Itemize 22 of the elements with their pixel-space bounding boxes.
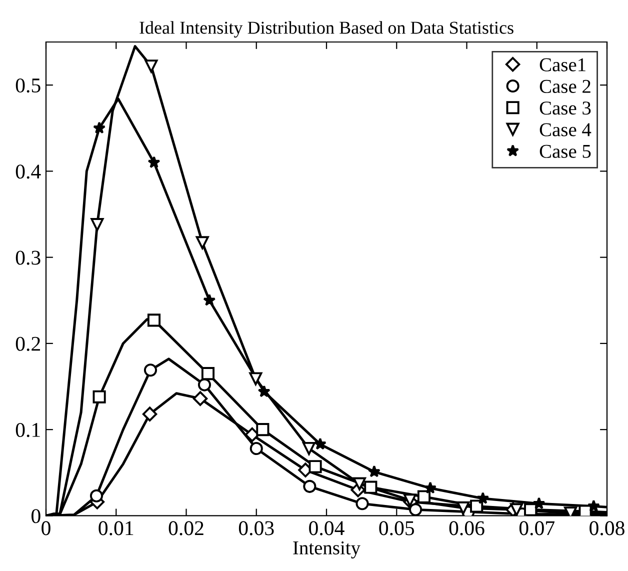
y-tick-label: 0.2	[16, 336, 40, 351]
x-tick-label: 0.05	[379, 521, 414, 536]
y-tick-label: 0	[32, 509, 40, 524]
x-tick-label: 0.02	[168, 521, 204, 536]
x-axis-title: Intensity	[293, 541, 360, 558]
y-tick-label: 0.1	[16, 422, 40, 438]
legend-label: Case 4	[540, 123, 592, 136]
x-tick-label: 0.04	[309, 521, 344, 536]
legend-label: Case1	[540, 58, 586, 72]
x-tick-label: 0	[42, 521, 50, 536]
x-tick-label: 0.03	[238, 521, 274, 536]
legend-label: Case 3	[540, 102, 591, 115]
x-tick-label: 0.01	[98, 521, 134, 536]
legend-label: Case 2	[540, 80, 590, 93]
y-tick-label: 0.3	[16, 250, 40, 265]
x-tick-label: 0.08	[590, 521, 624, 536]
y-tick-label: 0.5	[16, 78, 40, 93]
legend-label: Case 5	[540, 144, 591, 158]
chart-title: Ideal Intensity Distribution Based on Data Statistics	[140, 21, 514, 38]
x-tick-label: 0.06	[449, 521, 484, 536]
y-tick-label: 0.4	[16, 164, 41, 179]
x-tick-label: 0.07	[519, 521, 555, 536]
